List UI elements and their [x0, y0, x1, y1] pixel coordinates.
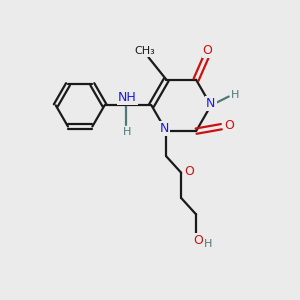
Text: O: O	[203, 44, 213, 57]
Text: NH: NH	[118, 91, 137, 104]
Text: H: H	[231, 90, 239, 100]
Text: O: O	[184, 165, 194, 178]
Text: CH₃: CH₃	[135, 46, 155, 56]
Text: H: H	[204, 239, 213, 249]
Text: N: N	[206, 97, 216, 110]
Text: O: O	[193, 234, 203, 247]
Text: H: H	[123, 127, 132, 136]
Text: O: O	[225, 119, 235, 132]
Text: N: N	[159, 122, 169, 135]
